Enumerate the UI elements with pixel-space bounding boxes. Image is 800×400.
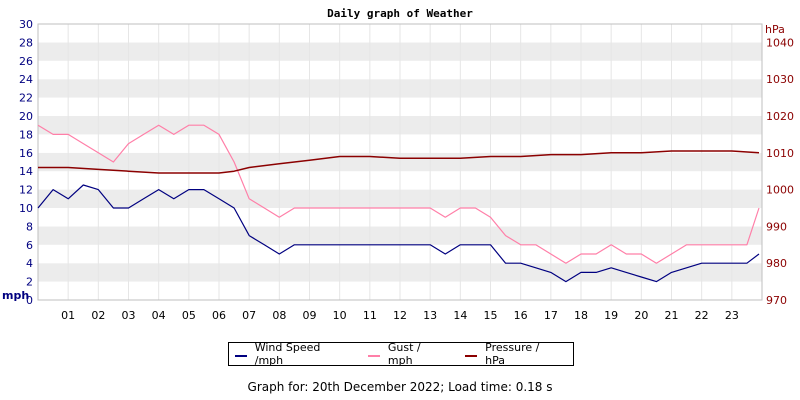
x-tick-label: 19 — [604, 309, 618, 322]
right-axis-ticks: 970 980 990 1000 1010 1020 1030 1040 — [766, 36, 794, 307]
x-tick-label: 15 — [484, 309, 498, 322]
footer-status: Graph for: 20th December 2022; Load time… — [247, 380, 553, 394]
legend-label-gust: Gust / mph — [387, 341, 421, 367]
left-tick-label: 24 — [19, 73, 33, 86]
legend-item-pressure: Pressure / hPa — [465, 341, 561, 367]
x-tick-label: 11 — [363, 309, 377, 322]
legend: Wind Speed /mph Gust / mph Pressure / hP… — [228, 341, 574, 367]
x-tick-label: 18 — [574, 309, 588, 322]
series-line-wind-speed-mph — [37, 184, 760, 283]
x-tick-label: 07 — [242, 309, 256, 322]
left-tick-label: 4 — [26, 257, 33, 270]
left-axis-label: mph — [2, 289, 29, 302]
series-layer — [37, 124, 760, 283]
legend-label-pressure: Pressure / hPa — [485, 341, 540, 367]
left-tick-label: 28 — [19, 36, 33, 49]
left-tick-label: 14 — [19, 165, 33, 178]
plot-frame — [37, 23, 763, 301]
left-tick-label: 18 — [19, 128, 33, 141]
right-tick-label: 970 — [766, 294, 787, 307]
left-tick-label: 2 — [26, 276, 33, 289]
chart-title: Daily graph of Weather — [327, 7, 473, 20]
left-tick-label: 22 — [19, 92, 33, 105]
x-tick-label: 09 — [303, 309, 317, 322]
x-tick-label: 14 — [453, 309, 467, 322]
legend-item-wind: Wind Speed /mph — [235, 341, 350, 367]
x-tick-label: 04 — [152, 309, 166, 322]
left-tick-label: 26 — [19, 55, 33, 68]
x-tick-label: 02 — [91, 309, 105, 322]
x-tick-label: 08 — [272, 309, 286, 322]
legend-item-gust: Gust / mph — [368, 341, 447, 367]
x-tick-label: 23 — [725, 309, 739, 322]
x-tick-label: 06 — [212, 309, 226, 322]
left-tick-label: 12 — [19, 184, 33, 197]
legend-swatch-wind — [235, 355, 247, 357]
right-tick-label: 1000 — [766, 184, 794, 197]
right-tick-label: 980 — [766, 257, 787, 270]
series-line-pressure-hpa — [38, 150, 760, 174]
legend-swatch-pressure — [465, 355, 478, 357]
left-tick-label: 20 — [19, 110, 33, 123]
x-tick-label: 21 — [665, 309, 679, 322]
x-tick-label: 03 — [122, 309, 136, 322]
x-tick-label: 01 — [61, 309, 75, 322]
left-tick-label: 6 — [26, 239, 33, 252]
x-tick-label: 12 — [393, 309, 407, 322]
legend-swatch-gust — [368, 355, 380, 357]
right-axis-label: hPa — [765, 23, 785, 36]
right-tick-label: 1030 — [766, 73, 794, 86]
x-tick-label: 16 — [514, 309, 528, 322]
legend-label-wind: Wind Speed /mph — [254, 341, 321, 367]
x-tick-label: 20 — [634, 309, 648, 322]
right-tick-label: 1010 — [766, 147, 794, 160]
x-tick-label: 05 — [182, 309, 196, 322]
right-tick-label: 1040 — [766, 36, 794, 49]
left-tick-label: 30 — [19, 18, 33, 31]
series-line-gust-mph — [37, 124, 760, 264]
x-tick-label: 10 — [333, 309, 347, 322]
x-tick-label: 13 — [423, 309, 437, 322]
x-tick-label: 22 — [695, 309, 709, 322]
right-tick-label: 990 — [766, 220, 787, 233]
x-tick-label: 17 — [544, 309, 558, 322]
left-tick-label: 16 — [19, 147, 33, 160]
right-tick-label: 1020 — [766, 110, 794, 123]
left-tick-label: 8 — [26, 220, 33, 233]
x-axis-ticks: 01 02 03 04 05 06 07 08 09 10 11 12 13 14 15 16 17 18 19 20… — [61, 309, 739, 322]
left-tick-label: 0 — [26, 294, 33, 307]
left-tick-label: 10 — [19, 202, 33, 215]
